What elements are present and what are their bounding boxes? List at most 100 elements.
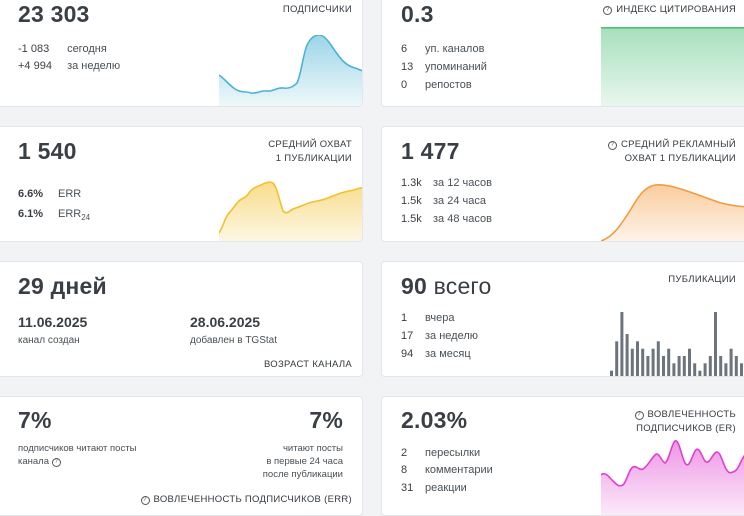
er-area — [601, 440, 744, 515]
question-circle-icon[interactable]: ? — [51, 458, 61, 467]
err24-label: ERR — [58, 208, 82, 220]
publication-bar — [672, 363, 676, 376]
avg-ad-reach-label: ? СРЕДНИЙ РЕКЛАМНЫЙ ОХВАТ 1 ПУБЛИКАЦИИ — [607, 138, 736, 166]
publication-bar — [662, 356, 665, 376]
publications-row-value: 17 — [401, 330, 414, 342]
publications-row-month: 94 за месяц — [401, 346, 471, 364]
subscribers-today-value: -1 083 — [18, 43, 50, 55]
citation-row-value: 0 — [401, 79, 408, 91]
err-right-text-line3: после публикации — [262, 469, 343, 480]
er-row-label: реакции — [425, 482, 467, 494]
subscribers-week-row: +4 994 за неделю — [18, 58, 120, 76]
question-circle-icon[interactable]: ? — [607, 141, 617, 150]
publication-bar — [651, 348, 655, 376]
engagement-err-card[interactable]: 7% подписчиков читают посты канала ? 7% … — [0, 396, 363, 516]
added-label: добавлен в TGStat — [190, 335, 278, 346]
publication-bar — [636, 341, 639, 376]
channel-age-card[interactable]: 29 дней 11.06.2025 канал создан 28.06.20… — [0, 261, 363, 377]
err-right-text-line2: в первые 24 часа — [266, 456, 343, 467]
er-label: ? ВОВЛЕЧЕННОСТЬ ПОДПИСЧИКОВ (ER) — [634, 408, 736, 436]
ad-reach-row-label: за 12 часов — [433, 177, 492, 189]
publication-bar — [641, 348, 645, 376]
err-value: 6.6% — [18, 188, 44, 200]
err-left-text: подписчиков читают посты канала ? — [18, 442, 136, 468]
avg-reach-card[interactable]: 1 540 СРЕДНИЙ ОХВАТ 1 ПУБЛИКАЦИИ 6.6% ERR… — [0, 126, 363, 242]
created-date: 11.06.2025 — [18, 314, 88, 330]
citation-index-value: 0.3 — [401, 1, 434, 27]
err-right-text-line1: читают посты — [282, 443, 343, 454]
publications-row-label: за неделю — [425, 330, 479, 342]
subscribers-count: 23 303 — [18, 1, 90, 27]
publications-row-label: вчера — [425, 312, 455, 324]
citation-row-value: 13 — [401, 61, 414, 73]
err-row: 6.6% ERR — [18, 186, 81, 204]
err-right-value: 7% — [309, 407, 343, 433]
question-circle-icon[interactable]: ? — [603, 6, 613, 15]
publication-bar — [708, 356, 712, 376]
citation-index-card[interactable]: 0.3 ? ИНДЕКС ЦИТИРОВАНИЯ 6 уп. каналов 13 у… — [381, 0, 744, 107]
er-label-line2: ПОДПИСЧИКОВ (ER) — [636, 423, 736, 434]
engagement-er-card[interactable]: 2.03% ? ВОВЛЕЧЕННОСТЬ ПОДПИСЧИКОВ (ER) 2 п… — [381, 396, 744, 516]
ad-reach-row-label: за 24 часа — [433, 195, 486, 207]
channel-age-label: ВОЗРАСТ КАНАЛА — [263, 359, 352, 370]
publication-bar — [625, 334, 629, 376]
err-right-text: читают посты в первые 24 часа после публ… — [263, 442, 343, 481]
subscribers-today-row: -1 083 сегодня — [18, 41, 107, 59]
avg-reach-area — [219, 182, 362, 241]
publication-bar — [714, 312, 717, 376]
created-label: канал создан — [18, 335, 80, 346]
publications-row-value: 94 — [401, 348, 414, 360]
er-label-line1: ВОВЛЕЧЕННОСТЬ — [647, 409, 736, 420]
er-row-value: 8 — [401, 464, 408, 476]
avg-ad-reach-value: 1 477 — [401, 138, 460, 164]
publication-bar — [620, 312, 624, 376]
engagement-err-label: ? ВОВЛЕЧЕННОСТЬ ПОДПИСЧИКОВ (ERR) — [140, 493, 353, 507]
er-line — [601, 440, 744, 487]
avg-reach-line — [219, 181, 362, 234]
publications-row-yesterday: 1 вчера — [401, 310, 454, 328]
citation-row-label: упоминаний — [425, 61, 487, 73]
subscribers-card[interactable]: 23 303 ПОДПИСЧИКИ -1 083 сегодня +4 994 … — [0, 0, 363, 107]
ad-reach-row-value: 1.3k — [401, 177, 422, 189]
err-left-text-line1: подписчиков читают посты — [18, 443, 137, 454]
avg-ad-reach-label-line1: СРЕДНИЙ РЕКЛАМНЫЙ — [620, 139, 736, 150]
subscribers-week-value: +4 994 — [18, 60, 52, 72]
publication-bar — [610, 370, 613, 376]
publications-row-label: за месяц — [425, 348, 471, 360]
publication-bar — [734, 356, 738, 376]
avg-ad-reach-label-line2: ОХВАТ 1 ПУБЛИКАЦИИ — [624, 153, 736, 164]
publication-bar — [656, 341, 660, 376]
publication-bar — [646, 356, 650, 376]
publications-label: ПУБЛИКАЦИИ — [668, 274, 736, 285]
er-sparkline — [601, 440, 744, 515]
ad-reach-row-48h: 1.5k за 48 часов — [401, 211, 492, 229]
er-value: 2.03% — [401, 407, 468, 433]
er-row-label: комментарии — [425, 464, 493, 476]
publications-total-suffix: всего — [433, 273, 492, 299]
publication-bar — [740, 363, 743, 376]
publication-bar — [698, 370, 702, 376]
publications-row-value: 1 — [401, 312, 408, 324]
publications-bar-chart — [610, 312, 743, 376]
citation-row-mentions: 13 упоминаний — [401, 59, 487, 77]
avg-reach-label-line1: СРЕДНИЙ ОХВАТ — [268, 139, 352, 150]
publications-row-week: 17 за неделю — [401, 328, 478, 346]
subscribers-today-label: сегодня — [67, 43, 107, 55]
citation-row-label: уп. каналов — [425, 43, 485, 55]
question-circle-icon[interactable]: ? — [140, 496, 150, 505]
publication-bar — [719, 356, 723, 376]
avg-ad-reach-card[interactable]: 1 477 ? СРЕДНИЙ РЕКЛАМНЫЙ ОХВАТ 1 ПУБЛИКА… — [381, 126, 744, 242]
avg-reach-value: 1 540 — [18, 138, 77, 164]
avg-reach-label: СРЕДНИЙ ОХВАТ 1 ПУБЛИКАЦИИ — [268, 138, 352, 166]
subscribers-sparkline-line — [219, 35, 362, 94]
er-row-reactions: 31 реакции — [401, 480, 467, 498]
avg-ad-reach-area — [601, 184, 744, 241]
ad-reach-row-value: 1.5k — [401, 213, 422, 225]
publications-total-value: 90 — [401, 273, 427, 299]
publication-bar — [703, 363, 707, 376]
publication-bar — [615, 341, 619, 376]
question-circle-icon[interactable]: ? — [634, 411, 644, 420]
err-left-value: 7% — [18, 407, 52, 433]
citation-row-label: репостов — [425, 79, 472, 91]
publications-card[interactable]: 90 всего ПУБЛИКАЦИИ 1 вчера 17 за неделю 9… — [381, 261, 744, 377]
